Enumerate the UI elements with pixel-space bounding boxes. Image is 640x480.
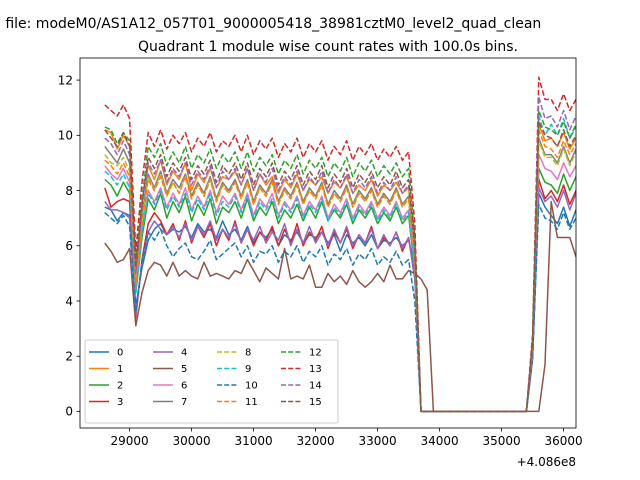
legend-label-14: 14 bbox=[309, 381, 322, 392]
series-line-14 bbox=[104, 95, 576, 413]
chart-title: Quadrant 1 module wise count rates with … bbox=[138, 39, 518, 55]
x-tick-label: 29000 bbox=[111, 434, 149, 448]
y-tick-label: 0 bbox=[65, 405, 73, 419]
legend-label-4: 4 bbox=[181, 348, 187, 359]
legend-label-12: 12 bbox=[309, 348, 322, 359]
legend-frame bbox=[84, 339, 339, 424]
plot-area-frame bbox=[79, 57, 577, 429]
series-line-15 bbox=[104, 120, 576, 413]
legend-label-13: 13 bbox=[309, 364, 322, 375]
legend-label-6: 6 bbox=[181, 381, 187, 392]
y-axis: 0 2 4 6 8 10 12 bbox=[58, 73, 80, 419]
x-axis-offset-label: +4.086e8 bbox=[517, 455, 576, 469]
legend-label-2: 2 bbox=[117, 381, 123, 392]
legend-label-10: 10 bbox=[245, 381, 258, 392]
x-tick-label: 30000 bbox=[173, 434, 211, 448]
legend-label-8: 8 bbox=[245, 348, 251, 359]
series-layer bbox=[104, 76, 576, 413]
x-tick-label: 35000 bbox=[483, 434, 521, 448]
series-line-10 bbox=[104, 203, 576, 413]
legend-label-5: 5 bbox=[181, 364, 187, 375]
y-tick-label: 2 bbox=[65, 350, 73, 364]
y-tick-label: 12 bbox=[58, 73, 73, 87]
y-tick-label: 10 bbox=[58, 129, 73, 143]
series-line-4 bbox=[104, 187, 576, 413]
legend-label-3: 3 bbox=[117, 397, 123, 408]
x-tick-label: 32000 bbox=[297, 434, 335, 448]
y-tick-label: 6 bbox=[65, 239, 73, 253]
x-tick-label: 33000 bbox=[359, 434, 397, 448]
legend-label-1: 1 bbox=[117, 364, 123, 375]
x-tick-label: 36000 bbox=[545, 434, 583, 448]
legend-label-15: 15 bbox=[309, 397, 322, 408]
legend-label-7: 7 bbox=[181, 397, 187, 408]
x-tick-label: 34000 bbox=[421, 434, 459, 448]
figure-suptitle: n file: modeM0/AS1A12_057T01_9000005418_… bbox=[0, 16, 541, 32]
y-tick-label: 4 bbox=[65, 294, 73, 308]
legend-label-9: 9 bbox=[245, 364, 251, 375]
series-line-13 bbox=[104, 76, 576, 413]
y-tick-label: 8 bbox=[65, 184, 73, 198]
x-tick-label: 31000 bbox=[235, 434, 273, 448]
legend-label-0: 0 bbox=[117, 348, 123, 359]
x-axis: 29000 30000 31000 32000 33000 34000 35000 36000 bbox=[111, 428, 583, 448]
legend-label-11: 11 bbox=[245, 397, 258, 408]
